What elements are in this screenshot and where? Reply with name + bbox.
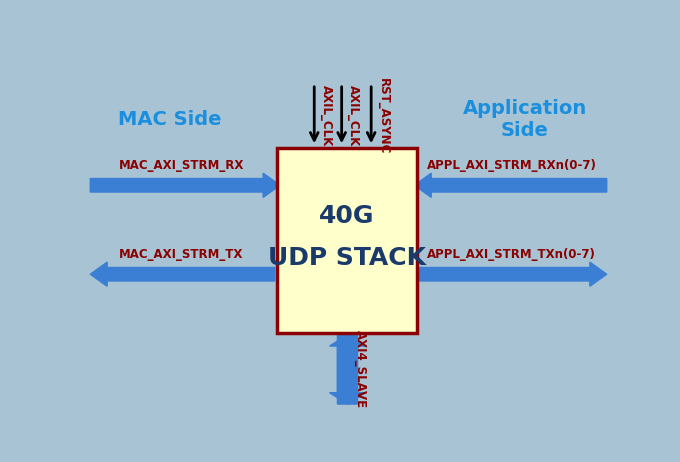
- Text: AXIL_CLK: AXIL_CLK: [320, 85, 333, 146]
- Polygon shape: [277, 148, 417, 333]
- Text: Application
Side: Application Side: [463, 99, 587, 140]
- Text: 40G: 40G: [320, 204, 375, 227]
- Text: AXI4_SLAVE: AXI4_SLAVE: [354, 330, 367, 408]
- FancyArrow shape: [330, 334, 365, 404]
- FancyArrow shape: [420, 262, 607, 286]
- Text: MAC Side: MAC Side: [118, 110, 221, 129]
- Text: APPL_AXI_STRM_RXn(0-7): APPL_AXI_STRM_RXn(0-7): [427, 159, 597, 172]
- FancyArrow shape: [330, 334, 365, 404]
- FancyArrow shape: [90, 262, 275, 286]
- Text: MAC_AXI_STRM_RX: MAC_AXI_STRM_RX: [118, 159, 244, 172]
- Text: APPL_AXI_STRM_TXn(0-7): APPL_AXI_STRM_TXn(0-7): [428, 248, 596, 261]
- FancyArrow shape: [414, 173, 607, 197]
- Text: UDP STACK: UDP STACK: [268, 246, 426, 270]
- Text: MAC_AXI_STRM_TX: MAC_AXI_STRM_TX: [119, 248, 243, 261]
- Text: RST_ASYNC: RST_ASYNC: [377, 78, 390, 154]
- FancyArrow shape: [90, 173, 280, 197]
- Text: AXIL_CLK: AXIL_CLK: [347, 85, 360, 146]
